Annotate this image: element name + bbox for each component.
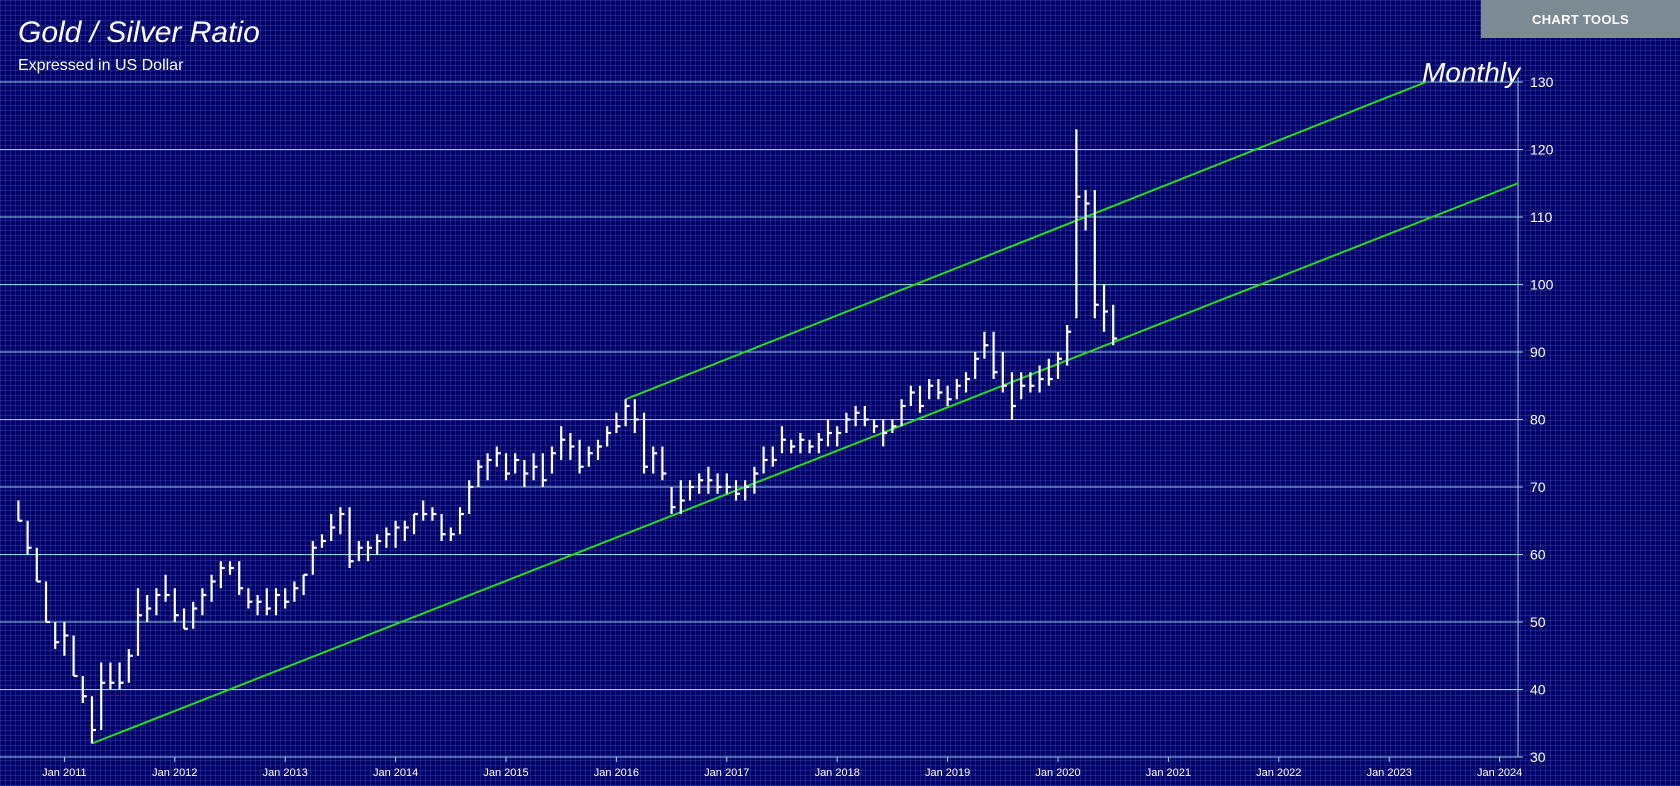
chart-title: Gold / Silver Ratio: [18, 16, 260, 49]
y-tick-label: 110: [1530, 209, 1553, 225]
x-tick-label: Jan 2015: [483, 767, 528, 779]
x-tick-label: Jan 2022: [1256, 767, 1301, 779]
y-tick-label: 50: [1530, 614, 1546, 630]
chart-tools-button[interactable]: CHART TOOLS: [1481, 0, 1680, 38]
y-tick-label: 30: [1530, 749, 1546, 765]
y-tick-label: 80: [1530, 412, 1546, 428]
x-tick-label: Jan 2021: [1146, 767, 1191, 779]
x-tick-label: Jan 2012: [152, 767, 197, 779]
x-tick-label: Jan 2017: [704, 767, 749, 779]
x-tick-label: Jan 2013: [263, 767, 308, 779]
period-label: Monthly: [1422, 57, 1522, 88]
y-tick-label: 130: [1530, 74, 1554, 90]
y-tick-label: 90: [1530, 344, 1546, 360]
x-tick-label: Jan 2023: [1367, 767, 1412, 779]
chart-subtitle: Expressed in US Dollar: [18, 57, 184, 74]
y-tick-label: 60: [1530, 547, 1546, 563]
x-tick-label: Jan 2024: [1477, 767, 1522, 779]
y-tick-label: 100: [1530, 277, 1554, 293]
y-tick-label: 40: [1530, 682, 1546, 698]
x-tick-label: Jan 2014: [373, 767, 418, 779]
x-tick-label: Jan 2011: [42, 767, 86, 779]
x-tick-label: Jan 2018: [815, 767, 860, 779]
y-tick-label: 120: [1530, 142, 1554, 158]
x-tick-label: Jan 2020: [1035, 767, 1080, 779]
trend-line: [625, 81, 1427, 401]
y-tick-label: 70: [1530, 479, 1546, 495]
x-tick-label: Jan 2019: [925, 767, 970, 779]
trend-line: [91, 182, 1519, 745]
x-tick-label: Jan 2016: [594, 767, 639, 779]
